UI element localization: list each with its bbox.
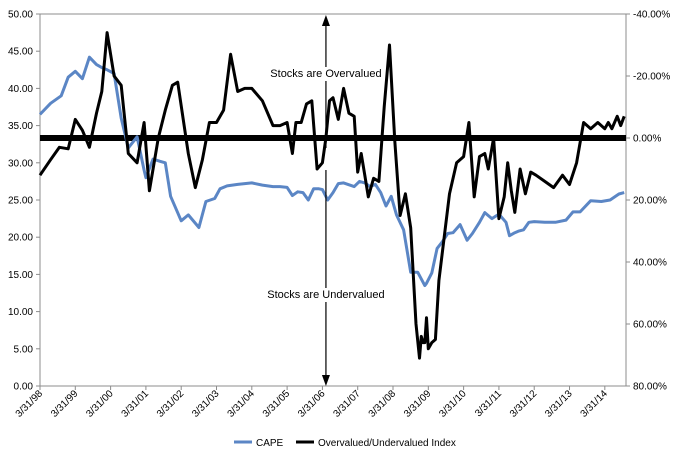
x-tick-label: 3/31/98 bbox=[14, 388, 46, 420]
right-tick-label: -20.00% bbox=[633, 72, 670, 83]
right-tick-label: 0.00% bbox=[633, 134, 661, 145]
overvalued-arrowhead bbox=[321, 15, 330, 26]
left-tick-label: 35.00 bbox=[8, 121, 33, 132]
left-tick-label: 10.00 bbox=[8, 307, 33, 318]
x-tick-label: 3/31/03 bbox=[190, 388, 222, 420]
x-tick-label: 3/31/14 bbox=[579, 388, 611, 420]
left-tick-label: 5.00 bbox=[14, 344, 34, 355]
left-tick-label: 40.00 bbox=[8, 84, 33, 95]
overvalued-annotation: Stocks are Overvalued bbox=[270, 68, 381, 80]
left-tick-label: 15.00 bbox=[8, 270, 33, 281]
left-tick-label: 50.00 bbox=[8, 10, 33, 21]
x-tick-label: 3/31/12 bbox=[508, 388, 540, 420]
x-tick-label: 3/31/07 bbox=[331, 388, 363, 420]
left-tick-label: 30.00 bbox=[8, 158, 33, 169]
left-axis-ticks: 0.00 5.00 10.00 15.00 20.00 25.00 30.00 35.00 40… bbox=[8, 10, 40, 393]
overvalued-label-bg bbox=[267, 67, 384, 81]
left-tick-label: 45.00 bbox=[8, 47, 33, 58]
x-tick-label: 3/31/00 bbox=[84, 388, 116, 420]
cape-series-line bbox=[38, 55, 625, 288]
x-tick-label: 3/31/08 bbox=[367, 388, 399, 420]
x-tick-label: 3/31/13 bbox=[543, 388, 575, 420]
x-tick-label: 3/31/09 bbox=[402, 388, 434, 420]
right-tick-label: 20.00% bbox=[633, 196, 667, 207]
legend-label-index: Overvalued/Undervalued Index bbox=[318, 438, 456, 449]
right-axis-ticks: -40.00% -20.00% 0.00% 20.00% 40.00% 60.00% 80.… bbox=[626, 10, 670, 393]
undervalued-annotation: Stocks are Undervalued bbox=[267, 289, 384, 301]
x-tick-label: 3/31/01 bbox=[120, 388, 152, 420]
left-tick-label: 20.00 bbox=[8, 233, 33, 244]
left-tick-label: 0.00 bbox=[14, 382, 34, 393]
legend-label-cape: CAPE bbox=[256, 438, 284, 449]
x-axis-ticks: 3/31/98 3/31/99 3/31/00 3/31/01 3/31/02 3/31/… bbox=[14, 386, 610, 420]
right-tick-label: -40.00% bbox=[633, 10, 670, 21]
undervalued-arrowhead bbox=[321, 375, 330, 386]
undervalued-label-bg bbox=[263, 288, 388, 302]
x-tick-label: 3/31/11 bbox=[473, 388, 504, 419]
annotation-layer: Stocks are Overvalued Stocks are Underval… bbox=[263, 15, 388, 386]
x-tick-label: 3/31/05 bbox=[261, 388, 293, 420]
x-tick-label: 3/31/99 bbox=[49, 388, 81, 420]
x-tick-label: 3/31/10 bbox=[437, 388, 469, 420]
series-layer bbox=[38, 31, 626, 360]
x-tick-label: 3/31/06 bbox=[296, 388, 328, 420]
right-tick-label: 80.00% bbox=[633, 382, 667, 393]
x-tick-label: 3/31/02 bbox=[155, 388, 187, 420]
left-tick-label: 25.00 bbox=[8, 196, 33, 207]
legend: CAPE Overvalued/Undervalued Index bbox=[234, 438, 456, 449]
right-tick-label: 40.00% bbox=[633, 258, 667, 269]
right-tick-label: 60.00% bbox=[633, 320, 667, 331]
overvalued-index-series-line bbox=[38, 31, 626, 360]
x-tick-label: 3/31/04 bbox=[226, 388, 258, 420]
